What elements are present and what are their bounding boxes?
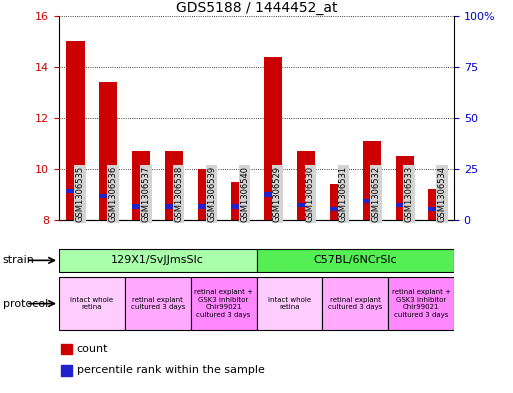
Text: GSM1306532: GSM1306532	[372, 166, 381, 222]
Bar	[388, 277, 454, 331]
Text: protocol: protocol	[3, 299, 48, 309]
Bar	[66, 41, 85, 220]
Bar	[66, 189, 85, 193]
Bar	[165, 204, 183, 209]
Bar	[428, 189, 447, 220]
Bar	[396, 156, 413, 220]
Text: retinal explant
cultured 3 days: retinal explant cultured 3 days	[131, 297, 185, 310]
Text: strain: strain	[3, 255, 34, 265]
Bar	[330, 184, 348, 220]
Bar	[322, 277, 388, 331]
Text: count: count	[77, 344, 108, 354]
Text: GSM1306537: GSM1306537	[141, 166, 150, 222]
Text: retinal explant +
GSK3 inhibitor
Chir99021
cultured 3 days: retinal explant + GSK3 inhibitor Chir990…	[391, 289, 450, 318]
Bar	[428, 207, 447, 211]
Text: GSM1306538: GSM1306538	[174, 166, 183, 222]
Bar	[132, 204, 150, 209]
Text: 129X1/SvJJmsSlc: 129X1/SvJJmsSlc	[111, 255, 204, 265]
Bar	[363, 199, 381, 204]
Bar	[125, 277, 191, 331]
Bar	[256, 249, 454, 272]
Bar	[62, 344, 72, 354]
Bar	[198, 204, 216, 209]
Bar	[231, 204, 249, 209]
Text: percentile rank within the sample: percentile rank within the sample	[77, 365, 265, 375]
Text: GSM1306529: GSM1306529	[273, 166, 282, 222]
Bar	[191, 277, 256, 331]
Bar	[198, 169, 216, 220]
Text: intact whole
retina: intact whole retina	[268, 297, 311, 310]
Text: GSM1306534: GSM1306534	[438, 166, 446, 222]
Text: GSM1306531: GSM1306531	[339, 166, 348, 222]
Bar	[297, 151, 315, 220]
Bar	[363, 141, 381, 220]
Bar	[264, 193, 282, 197]
Text: GSM1306540: GSM1306540	[240, 166, 249, 222]
Text: GSM1306530: GSM1306530	[306, 166, 315, 222]
Bar	[132, 151, 150, 220]
Bar	[59, 249, 256, 272]
Text: retinal explant
cultured 3 days: retinal explant cultured 3 days	[328, 297, 382, 310]
Text: GSM1306536: GSM1306536	[108, 166, 117, 222]
Bar	[256, 277, 322, 331]
Text: intact whole
retina: intact whole retina	[70, 297, 113, 310]
Bar	[59, 277, 125, 331]
Bar	[396, 203, 413, 208]
Title: GDS5188 / 1444452_at: GDS5188 / 1444452_at	[176, 1, 337, 15]
Bar	[297, 203, 315, 208]
Bar	[100, 82, 117, 220]
Text: retinal explant +
GSK3 inhibitor
Chir99021
cultured 3 days: retinal explant + GSK3 inhibitor Chir990…	[194, 289, 253, 318]
Bar	[165, 151, 183, 220]
Bar	[62, 365, 72, 376]
Bar	[264, 57, 282, 220]
Bar	[231, 182, 249, 220]
Text: GSM1306533: GSM1306533	[405, 166, 413, 222]
Text: C57BL/6NCrSlc: C57BL/6NCrSlc	[313, 255, 397, 265]
Text: GSM1306539: GSM1306539	[207, 166, 216, 222]
Bar	[100, 194, 117, 198]
Bar	[330, 207, 348, 211]
Text: GSM1306535: GSM1306535	[75, 166, 85, 222]
